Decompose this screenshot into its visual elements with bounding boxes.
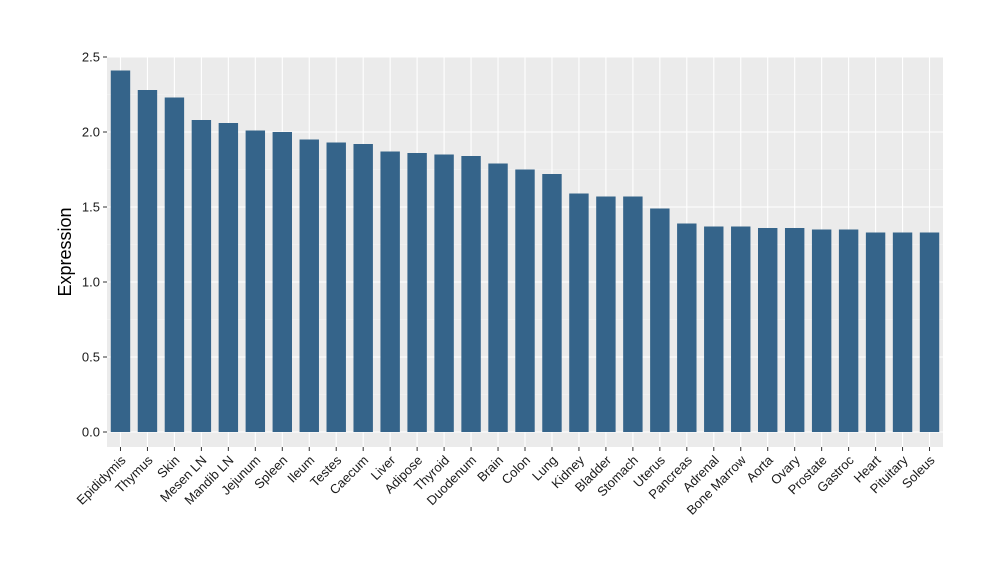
bar-ileum bbox=[299, 139, 319, 432]
bar-soleus bbox=[919, 232, 940, 432]
bar-thyroid bbox=[434, 154, 454, 432]
bar-thymus bbox=[137, 90, 158, 432]
bar-jejunum bbox=[245, 130, 266, 432]
x-tick-label: Colon bbox=[498, 453, 533, 488]
y-tick-label: 1.5 bbox=[82, 200, 100, 215]
bar-gastroc bbox=[838, 229, 859, 432]
bar-spleen bbox=[272, 132, 292, 432]
bar-caecum bbox=[353, 144, 373, 432]
bar-bone-marrow bbox=[731, 226, 751, 432]
bar-epididymis bbox=[110, 70, 131, 432]
y-tick-label: 0.0 bbox=[82, 425, 100, 440]
bar-mesen-ln bbox=[191, 120, 212, 432]
bar-liver bbox=[380, 151, 400, 432]
bar-kidney bbox=[569, 193, 589, 432]
bar-aorta bbox=[758, 228, 778, 432]
bar-bladder bbox=[596, 196, 616, 432]
bars bbox=[110, 70, 940, 432]
y-axis-title: Expression bbox=[55, 207, 75, 296]
bar-duodenum bbox=[461, 156, 481, 432]
bar-testes bbox=[326, 142, 346, 432]
y-tick-label: 0.5 bbox=[82, 350, 100, 365]
bar-skin bbox=[164, 97, 185, 432]
bar-pancreas bbox=[677, 223, 697, 432]
bar-adrenal bbox=[704, 226, 724, 432]
bar-prostate bbox=[811, 229, 832, 432]
bar-adipose bbox=[407, 153, 427, 432]
bar-lung bbox=[542, 174, 562, 432]
bar-pituitary bbox=[892, 232, 913, 432]
bar-stomach bbox=[623, 196, 643, 432]
y-axis: 0.0 0.5 1.0 1.5 2.0 2.5 bbox=[82, 50, 107, 440]
bar-heart bbox=[865, 232, 886, 432]
y-tick-label: 1.0 bbox=[82, 275, 100, 290]
bar-mandib-ln bbox=[218, 123, 239, 432]
bar-brain bbox=[488, 163, 508, 432]
bar-uterus bbox=[650, 208, 670, 432]
y-tick-label: 2.0 bbox=[82, 125, 100, 140]
bar-ovary bbox=[784, 228, 805, 432]
y-tick-label: 2.5 bbox=[82, 50, 100, 65]
bar-colon bbox=[515, 169, 535, 432]
